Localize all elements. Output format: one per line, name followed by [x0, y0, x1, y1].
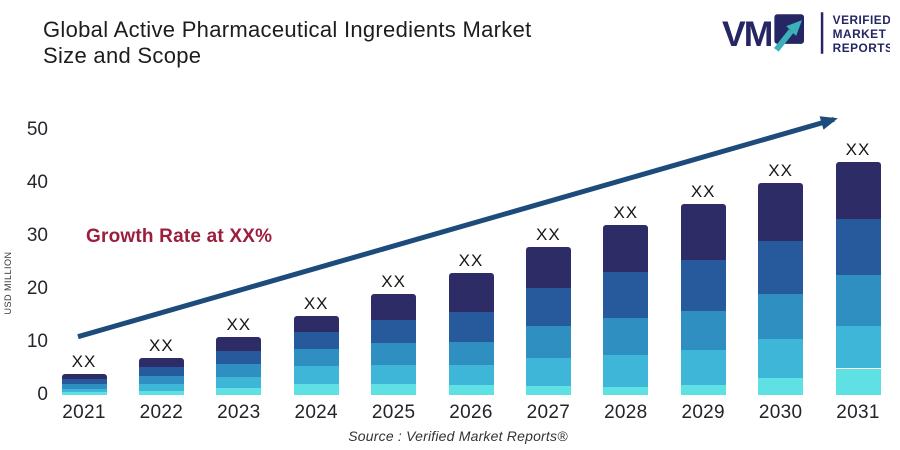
bar-value-label-2031: XX	[845, 139, 871, 159]
bar-2029-segment-3	[680, 310, 726, 351]
growth-rate-annotation: Growth Rate at XX%	[86, 226, 273, 247]
y-tick-label-0: 0	[37, 384, 48, 405]
bar-2031-segment-5	[835, 368, 881, 395]
x-tick-label-2025: 2025	[371, 402, 416, 423]
bar-2022-segment-2	[138, 367, 184, 376]
bar-2029-segment-1	[680, 204, 726, 260]
bar-2024-segment-2	[293, 332, 339, 350]
bar-2027-segment-5	[525, 385, 571, 395]
bar-value-label-2023: XX	[226, 314, 252, 334]
x-tick-label-2023: 2023	[217, 402, 261, 423]
bar-2025-segment-5	[371, 384, 417, 395]
bar-2021-segment-3	[61, 383, 107, 389]
bar-2030-segment-1	[758, 183, 804, 242]
bar-2021-segment-4	[61, 388, 107, 393]
source-attribution: Source : Verified Market Reports®	[348, 428, 568, 444]
page-title-line2: Size and Scope	[43, 43, 202, 68]
bar-2025-segment-4	[371, 365, 417, 385]
bar-value-label-2021: XX	[71, 351, 97, 371]
x-tick-label-2029: 2029	[681, 402, 725, 423]
bar-2031-segment-1	[835, 161, 881, 220]
bar-value-label-2026: XX	[458, 251, 484, 271]
bar-value-label-2022: XX	[149, 335, 174, 355]
bar-2025-segment-3	[371, 343, 417, 366]
bar-2022-segment-5	[138, 390, 184, 395]
x-tick-label-2021: 2021	[62, 402, 106, 423]
bar-2024-segment-4	[293, 366, 339, 385]
vmr-logo: VM VERIFIED MARKET REPORTS	[722, 8, 893, 60]
bar-2026-segment-4	[448, 364, 494, 385]
bar-2023-segment-1	[216, 336, 262, 351]
bar-2027-segment-3	[525, 326, 571, 358]
bar-2026-segment-1	[448, 273, 494, 312]
bar-value-label-2024: XX	[303, 293, 329, 313]
y-tick-label-20: 20	[26, 278, 48, 299]
bar-2028-segment-5	[603, 387, 649, 395]
bar-2030-segment-5	[758, 378, 804, 395]
x-tick-label-2028: 2028	[604, 402, 648, 423]
bar-value-label-2030: XX	[768, 161, 793, 180]
y-tick-label-50: 50	[26, 119, 48, 140]
bar-2021-segment-5	[61, 392, 107, 395]
bar-2030-segment-4	[758, 339, 804, 379]
bar-2028-segment-2	[603, 272, 649, 318]
bar-value-label-2028: XX	[613, 203, 639, 223]
bar-2024-segment-1	[293, 315, 339, 333]
x-tick-label-2030: 2030	[758, 402, 803, 423]
bar-2025-segment-1	[371, 294, 417, 321]
bar-value-label-2029: XX	[690, 182, 716, 202]
bar-2028-segment-1	[603, 225, 649, 273]
page-title: Global Active Pharmaceutical Ingredients…	[43, 17, 532, 69]
bar-2022-segment-4	[138, 383, 184, 391]
bar-2025-segment-2	[371, 320, 417, 344]
x-tick-label-2026: 2026	[449, 402, 493, 423]
x-tick-label-2027: 2027	[526, 402, 571, 423]
bar-2029-segment-2	[680, 259, 726, 311]
bar-2023-segment-3	[216, 364, 262, 377]
vmr-logo-acronym: VM	[722, 14, 772, 54]
logo-word-reports: REPORTS	[833, 41, 890, 55]
bar-2028-segment-4	[603, 354, 649, 388]
bar-2030-segment-3	[758, 294, 804, 340]
bar-2026-segment-5	[448, 384, 494, 395]
y-tick-label-40: 40	[26, 172, 48, 193]
vmr-logo-graphic: VM VERIFIED MARKET REPORTS	[722, 12, 893, 55]
bar-2030-segment-2	[758, 241, 804, 295]
logo-divider	[820, 12, 824, 54]
x-tick-label-2031: 2031	[836, 402, 880, 423]
bar-2027-segment-4	[525, 357, 571, 386]
bar-2023-segment-2	[216, 351, 262, 365]
logo-word-market: MARKET	[833, 27, 887, 41]
bar-2031-segment-2	[835, 219, 881, 275]
bar-2024-segment-5	[293, 384, 339, 395]
bar-2031-segment-3	[835, 274, 881, 327]
vmr-logo-arrow-mark	[774, 14, 805, 52]
x-tick-label-2022: 2022	[139, 402, 184, 423]
bar-2028-segment-3	[603, 317, 649, 355]
bar-2027-segment-1	[525, 246, 571, 288]
x-tick-label-2024: 2024	[294, 402, 338, 423]
bar-2029-segment-5	[680, 385, 726, 395]
page-title-line1: Global Active Pharmaceutical Ingredients…	[43, 17, 532, 42]
bar-2023-segment-5	[216, 387, 262, 395]
bar-2027-segment-2	[525, 287, 571, 327]
bar-2029-segment-4	[680, 350, 726, 386]
bar-2023-segment-4	[216, 376, 262, 388]
bar-2026-segment-2	[448, 311, 494, 342]
logo-word-verified: VERIFIED	[833, 13, 890, 27]
bar-2024-segment-3	[293, 349, 339, 367]
logo-arrow-head-icon	[786, 20, 803, 36]
bar-2031-segment-4	[835, 326, 881, 369]
bar-value-label-2025: XX	[381, 272, 406, 292]
bar-2022-segment-1	[138, 357, 184, 368]
y-tick-label-30: 30	[26, 225, 48, 246]
bar-2026-segment-3	[448, 342, 494, 365]
bar-2022-segment-3	[138, 375, 184, 384]
bar-2021-segment-1	[61, 373, 107, 380]
bar-value-label-2027: XX	[536, 224, 561, 244]
bar-2021-segment-2	[61, 379, 107, 384]
logo-arrow-shaft	[774, 29, 794, 52]
y-tick-label-10: 10	[26, 331, 48, 352]
